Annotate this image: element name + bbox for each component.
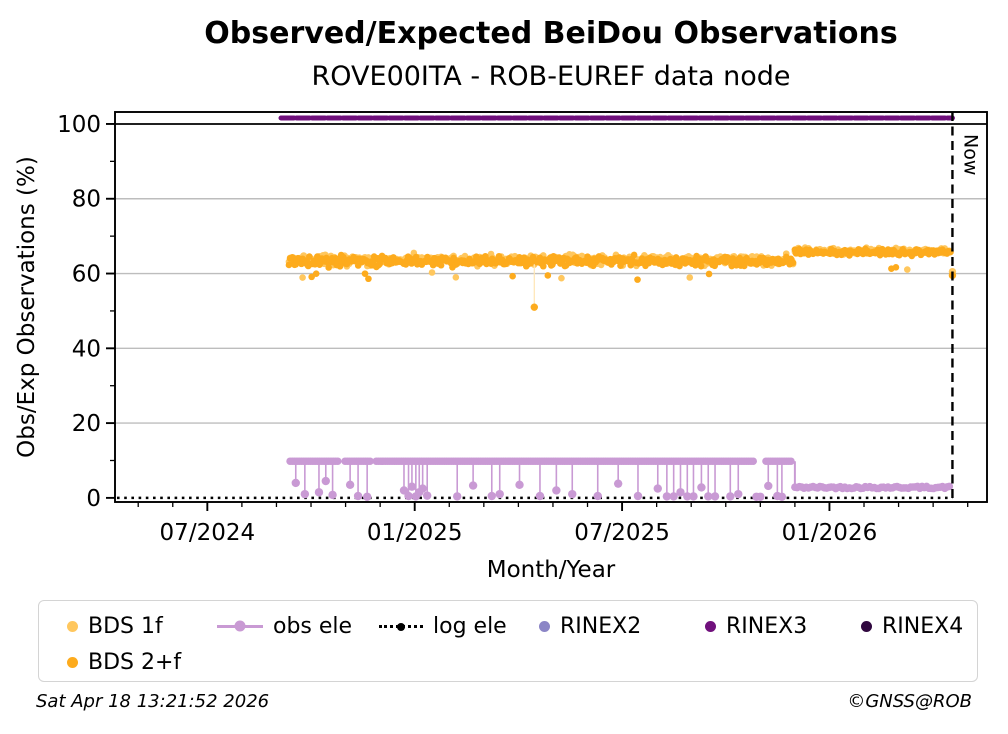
svg-text:07/2024: 07/2024 <box>160 520 256 546</box>
y-axis-label: Obs/Exp Observations (%) <box>14 156 40 458</box>
legend-item-obs-ele: obs ele <box>217 612 352 640</box>
svg-text:01/2026: 01/2026 <box>782 520 878 546</box>
series-obs-ele <box>286 457 954 501</box>
now-label: Now <box>959 134 981 175</box>
svg-text:07/2025: 07/2025 <box>574 520 670 546</box>
legend-item-bds-1f: BDS 1f <box>67 612 163 640</box>
axis-ticks <box>106 123 969 511</box>
svg-text:60: 60 <box>72 262 101 288</box>
obs-ele-marker-icon <box>217 624 263 628</box>
rinex4-marker-icon <box>861 620 872 632</box>
plot-frame <box>114 111 988 503</box>
gridlines <box>115 198 987 424</box>
plot-area: Now 0 20 40 60 80 100 07/2024 01/2025 07/2025 01/2… <box>14 111 988 583</box>
log-ele-marker-icon <box>379 624 423 628</box>
plot-timestamp: Sat Apr 18 13:21:52 2026 <box>36 691 270 712</box>
credit-text: ©GNSS@ROB <box>847 691 972 712</box>
rinex2-marker-icon <box>539 620 550 632</box>
chart-subtitle: ROVE00ITA - ROB-EUREF data node <box>311 61 791 92</box>
bds-1f-marker-icon <box>67 620 78 632</box>
legend-item-bds-2f: BDS 2+f <box>67 648 181 676</box>
svg-text:100: 100 <box>57 112 101 138</box>
legend-label: RINEX3 <box>726 613 808 639</box>
x-axis-label: Month/Year <box>487 557 616 583</box>
legend-box: BDS 1f obs ele log ele RINEX2 RINEX3 RIN… <box>38 600 978 682</box>
chart-title: Observed/Expected BeiDou Observations <box>204 16 898 51</box>
svg-text:40: 40 <box>72 336 101 362</box>
legend-label: RINEX4 <box>882 613 964 639</box>
svg-text:20: 20 <box>72 411 101 437</box>
svg-text:01/2025: 01/2025 <box>367 520 463 546</box>
tick-labels: 0 20 40 60 80 100 07/2024 01/2025 07/2025 01/2026 <box>57 112 877 546</box>
legend-label: RINEX2 <box>560 613 642 639</box>
legend-item-rinex4: RINEX4 <box>861 612 963 640</box>
series-bds-2f <box>285 245 957 311</box>
svg-text:0: 0 <box>86 486 101 512</box>
legend-label: BDS 1f <box>88 613 163 639</box>
legend-item-rinex3: RINEX3 <box>705 612 807 640</box>
legend-label: log ele <box>433 613 507 639</box>
rinex3-marker-icon <box>705 620 716 632</box>
bds-2f-marker-icon <box>67 656 78 668</box>
legend-item-rinex2: RINEX2 <box>539 612 641 640</box>
legend-label: obs ele <box>273 613 353 639</box>
legend-item-log-ele: log ele <box>379 612 507 640</box>
svg-text:80: 80 <box>72 187 101 213</box>
legend-label: BDS 2+f <box>88 649 182 675</box>
